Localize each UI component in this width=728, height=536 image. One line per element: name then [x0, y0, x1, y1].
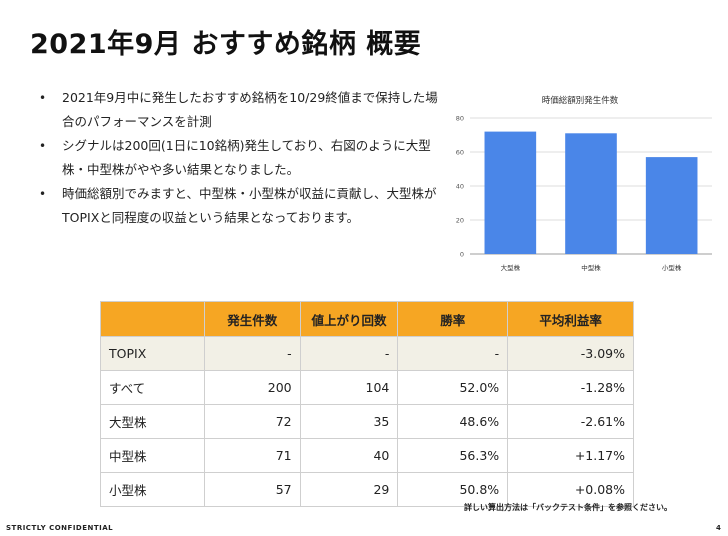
- column-header: 勝率: [397, 301, 509, 337]
- chart-svg: 時価総額別発生件数 0 20 40 60 80 大型株 中型株 小型株: [456, 95, 712, 272]
- bullet-dot-icon: •: [39, 139, 47, 153]
- chart-title: 時価総額別発生件数: [542, 95, 619, 106]
- column-header: 値上がり回数: [299, 301, 399, 337]
- table-row: 小型株 57 29 50.8% +0.08%: [100, 472, 634, 507]
- y-tick-label: 80: [456, 115, 464, 123]
- table-header-row: 発生件数 値上がり回数 勝率 平均利益率: [100, 301, 634, 337]
- table-cell: +0.08%: [507, 472, 634, 507]
- table-row: すべて 200 104 52.0% -1.28%: [100, 370, 634, 405]
- table-cell: -3.09%: [507, 336, 634, 371]
- table-cell: +1.17%: [507, 438, 634, 473]
- bullet-item: • シグナルは200回(1日に10銘柄)発生しており、右図のように大型株・中型株…: [36, 134, 441, 182]
- column-header: 平均利益率: [507, 301, 634, 337]
- row-label: TOPIX: [100, 336, 205, 371]
- chart-bar: [484, 131, 537, 254]
- bullet-item: • 時価総額別でみますと、中型株・小型株が収益に貢献し、大型株がTOPIXと同程…: [36, 182, 441, 230]
- table-cell: -: [397, 336, 509, 371]
- chart-bar: [645, 157, 698, 254]
- row-label: すべて: [100, 370, 205, 405]
- table-cell: 50.8%: [397, 472, 509, 507]
- bullet-dot-icon: •: [39, 187, 47, 201]
- table-cell: 40: [299, 438, 399, 473]
- y-tick-label: 0: [460, 251, 464, 259]
- x-tick-label: 大型株: [501, 263, 521, 272]
- page-number: 4: [716, 524, 721, 532]
- bullet-dot-icon: •: [39, 91, 47, 105]
- row-label: 大型株: [100, 404, 205, 439]
- table-row: 大型株 72 35 48.6% -2.61%: [100, 404, 634, 439]
- bullet-item: • 2021年9月中に発生したおすすめ銘柄を10/29終値まで保持した場合のパフ…: [36, 86, 441, 134]
- table-row: 中型株 71 40 56.3% +1.17%: [100, 438, 634, 473]
- table-cell: 56.3%: [397, 438, 509, 473]
- row-label: 中型株: [100, 438, 205, 473]
- table-cell: -: [299, 336, 399, 371]
- bullet-text: 時価総額別でみますと、中型株・小型株が収益に貢献し、大型株がTOPIXと同程度の…: [62, 186, 437, 225]
- chart-bar: [565, 133, 617, 254]
- table-cell: 52.0%: [397, 370, 509, 405]
- performance-table: 発生件数 値上がり回数 勝率 平均利益率 TOPIX - - - -3.09% …: [100, 301, 634, 507]
- table-cell: 35: [299, 404, 399, 439]
- slide-title: 2021年9月 おすすめ銘柄 概要: [30, 29, 422, 60]
- market-cap-bar-chart: 時価総額別発生件数 0 20 40 60 80 大型株 中型株 小型株: [444, 86, 716, 286]
- column-header: 発生件数: [203, 301, 301, 337]
- x-tick-label: 小型株: [662, 263, 682, 272]
- y-tick-label: 20: [456, 217, 464, 225]
- table-cell: 57: [203, 472, 301, 507]
- table-cell: 48.6%: [397, 404, 509, 439]
- footnote: 詳しい算出方法は「バックテスト条件」を参照ください。: [464, 503, 672, 512]
- y-tick-label: 40: [456, 183, 464, 191]
- table-cell: -: [203, 336, 301, 371]
- column-header: [100, 301, 205, 337]
- table-cell: 104: [299, 370, 399, 405]
- table-cell: -2.61%: [507, 404, 634, 439]
- bullet-list: • 2021年9月中に発生したおすすめ銘柄を10/29終値まで保持した場合のパフ…: [36, 86, 441, 230]
- bullet-text: 2021年9月中に発生したおすすめ銘柄を10/29終値まで保持した場合のパフォー…: [62, 90, 438, 129]
- table-cell: 71: [203, 438, 301, 473]
- table-row: TOPIX - - - -3.09%: [100, 336, 634, 371]
- x-tick-label: 中型株: [581, 263, 601, 272]
- bullet-text: シグナルは200回(1日に10銘柄)発生しており、右図のように大型株・中型株がや…: [62, 138, 431, 177]
- confidential-label: STRICTLY CONFIDENTIAL: [6, 524, 114, 532]
- y-tick-label: 60: [456, 149, 464, 157]
- table-cell: 200: [203, 370, 301, 405]
- table-cell: -1.28%: [507, 370, 634, 405]
- table-cell: 72: [203, 404, 301, 439]
- row-label: 小型株: [100, 472, 205, 507]
- table-cell: 29: [299, 472, 399, 507]
